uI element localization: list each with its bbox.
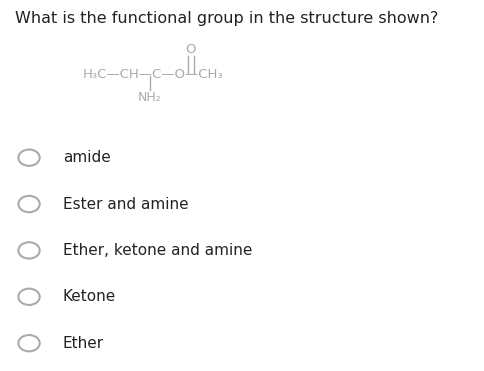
Text: Ketone: Ketone — [63, 289, 116, 304]
Text: Ether: Ether — [63, 336, 104, 351]
Text: H₃C—CH—C—O—CH₃: H₃C—CH—C—O—CH₃ — [82, 68, 223, 81]
Text: O: O — [185, 43, 196, 56]
Text: amide: amide — [63, 150, 111, 165]
Text: Ether, ketone and amine: Ether, ketone and amine — [63, 243, 252, 258]
Text: Ester and amine: Ester and amine — [63, 197, 189, 211]
Text: NH₂: NH₂ — [138, 91, 162, 104]
Text: What is the functional group in the structure shown?: What is the functional group in the stru… — [15, 11, 438, 26]
